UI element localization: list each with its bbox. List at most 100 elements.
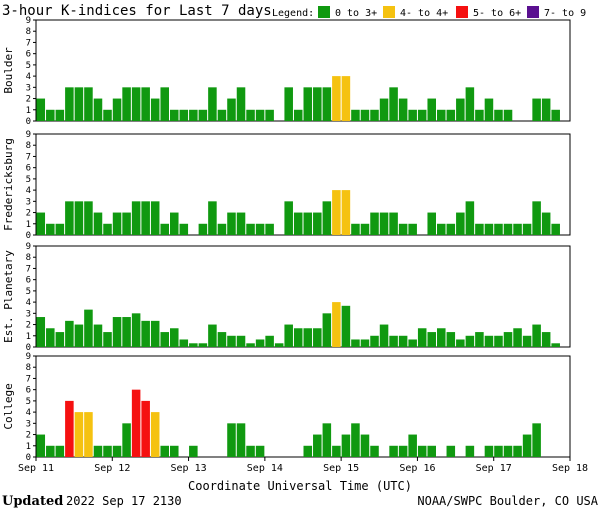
k-index-bar bbox=[150, 320, 160, 347]
k-index-bar bbox=[465, 87, 475, 121]
k-index-bar bbox=[446, 332, 456, 347]
k-index-bar bbox=[131, 389, 141, 457]
k-index-bar bbox=[189, 445, 198, 457]
k-index-bar bbox=[36, 98, 46, 121]
k-index-bar bbox=[112, 212, 122, 235]
k-index-bar bbox=[503, 445, 513, 457]
k-index-bar bbox=[208, 324, 217, 347]
k-index-bar bbox=[74, 87, 84, 121]
panel-frame bbox=[35, 355, 571, 458]
k-index-bar bbox=[484, 335, 494, 347]
legend-text-5-6: 5- to 6+ bbox=[473, 8, 521, 19]
y-tick-label: 2 bbox=[26, 431, 31, 441]
k-index-bar bbox=[131, 87, 141, 121]
y-tick-label: 2 bbox=[26, 321, 31, 331]
k-index-bar bbox=[532, 324, 541, 347]
k-index-bar bbox=[160, 445, 169, 457]
k-index-bar bbox=[484, 98, 494, 121]
k-index-bar bbox=[332, 445, 341, 457]
k-index-bar bbox=[427, 332, 436, 347]
k-index-bar bbox=[255, 109, 265, 121]
k-index-bar bbox=[122, 317, 131, 347]
k-index-bar bbox=[303, 212, 313, 235]
y-tick-label: 7 bbox=[26, 38, 31, 48]
legend-text-0-3: 0 to 3+ bbox=[335, 8, 377, 19]
k-index-bar bbox=[103, 445, 112, 457]
k-index-bar bbox=[427, 445, 436, 457]
y-tick-label: 2 bbox=[26, 95, 31, 105]
k-index-bar bbox=[322, 423, 332, 457]
k-index-bar bbox=[93, 445, 103, 457]
k-index-bar bbox=[255, 445, 265, 457]
k-index-bar bbox=[198, 109, 208, 121]
k-index-bar bbox=[389, 445, 398, 457]
y-tick-label: 1 bbox=[26, 220, 31, 230]
legend-label: Legend: bbox=[272, 8, 314, 19]
k-index-bar bbox=[293, 109, 303, 121]
y-tick-label: 0 bbox=[26, 117, 31, 127]
k-index-bar bbox=[208, 201, 217, 235]
k-index-bar bbox=[36, 212, 46, 235]
k-index-bar bbox=[513, 445, 522, 457]
k-index-bar bbox=[446, 109, 456, 121]
k-index-bar bbox=[103, 223, 112, 235]
panel-frame bbox=[35, 19, 571, 122]
k-index-bar bbox=[284, 87, 293, 121]
y-tick-label: 6 bbox=[26, 50, 31, 60]
k-index-bar bbox=[236, 335, 246, 347]
k-index-bar bbox=[84, 412, 93, 457]
k-index-bar bbox=[217, 332, 227, 347]
legend: Legend: 0 to 3+ 4- to 4+ 5- to 6+ 7- to … bbox=[272, 6, 586, 19]
source-credit: NOAA/SWPC Boulder, CO USA bbox=[417, 494, 598, 508]
k-index-bar bbox=[408, 339, 417, 347]
y-tick-label: 0 bbox=[26, 343, 31, 353]
k-index-bar bbox=[131, 201, 141, 235]
k-index-bar bbox=[74, 324, 84, 347]
k-index-bar bbox=[36, 434, 46, 457]
k-index-bar bbox=[360, 434, 370, 457]
k-index-bar bbox=[46, 445, 55, 457]
k-index-bar bbox=[332, 190, 341, 235]
k-index-bar bbox=[36, 317, 46, 347]
k-index-bar bbox=[465, 335, 475, 347]
k-index-bar bbox=[408, 223, 417, 235]
k-index-bar bbox=[170, 445, 179, 457]
x-axis: Sep 11 Sep 12 Sep 13 Sep 14 Sep 15 Sep 16 Sep … bbox=[18, 457, 588, 474]
k-index-bar bbox=[475, 109, 484, 121]
k-index-bar bbox=[160, 223, 169, 235]
k-index-bar bbox=[84, 309, 93, 347]
k-index-bar bbox=[236, 423, 246, 457]
k-index-bar bbox=[351, 109, 360, 121]
k-index-bar bbox=[408, 109, 417, 121]
k-index-bar bbox=[84, 87, 93, 121]
panels: 0123456789Boulder0123456789Fredericksbur… bbox=[2, 16, 571, 463]
k-index-bar bbox=[246, 223, 255, 235]
k-index-bar bbox=[74, 201, 84, 235]
k-index-bar bbox=[313, 328, 322, 347]
y-tick-label: 3 bbox=[26, 83, 31, 93]
k-index-bar bbox=[46, 223, 55, 235]
y-tick-label: 1 bbox=[26, 106, 31, 116]
x-tick-label: Sep 17 bbox=[476, 463, 512, 474]
x-tick-label: Sep 15 bbox=[323, 463, 359, 474]
updated-value: 2022 Sep 17 2130 bbox=[66, 494, 182, 508]
k-index-bar bbox=[456, 98, 465, 121]
y-tick-label: 0 bbox=[26, 453, 31, 463]
k-index-bar bbox=[351, 339, 360, 347]
k-index-bar bbox=[398, 335, 408, 347]
k-index-bar bbox=[141, 320, 150, 347]
k-index-bar bbox=[112, 445, 122, 457]
k-index-bar bbox=[370, 212, 379, 235]
k-index-bar bbox=[313, 212, 322, 235]
k-index-bar bbox=[389, 87, 398, 121]
k-index-bar bbox=[150, 98, 160, 121]
legend-swatch-5-6 bbox=[456, 6, 468, 18]
y-tick-label: 2 bbox=[26, 209, 31, 219]
x-tick-label: Sep 11 bbox=[18, 463, 54, 474]
k-index-bar bbox=[255, 223, 265, 235]
k-index-bar bbox=[522, 223, 532, 235]
k-index-bar bbox=[389, 335, 398, 347]
